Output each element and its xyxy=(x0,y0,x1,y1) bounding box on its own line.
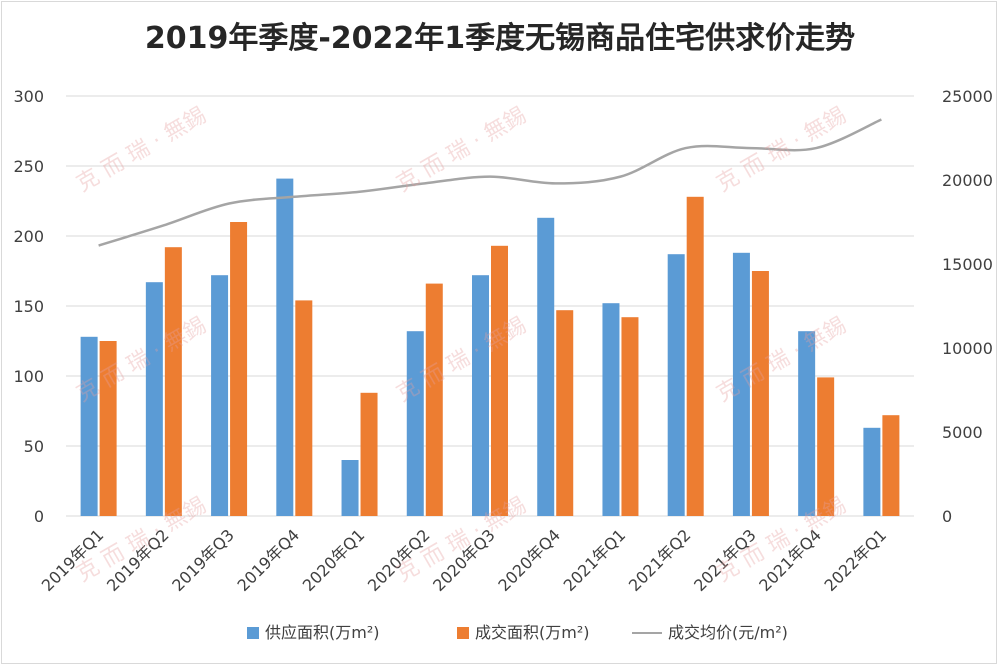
right-tick-label: 15000 xyxy=(942,255,993,274)
left-tick-label: 300 xyxy=(13,87,44,106)
bar-transaction xyxy=(882,415,900,516)
legend-label-1: 成交面积(万m²) xyxy=(475,623,590,642)
legend: 供应面积(万m²) 成交面积(万m²) 成交均价(元/m²) xyxy=(247,623,788,642)
price-line-path xyxy=(98,118,882,247)
category-label: 2022年Q1 xyxy=(821,525,891,595)
legend-swatch-1 xyxy=(457,627,469,639)
price-line xyxy=(98,118,882,247)
bar-transaction xyxy=(295,300,313,516)
bar-transaction xyxy=(686,196,704,517)
right-tick-label: 20000 xyxy=(942,171,993,190)
legend-label-0: 供应面积(万m²) xyxy=(265,623,380,642)
left-tick-label: 200 xyxy=(13,227,44,246)
left-tick-label: 100 xyxy=(13,367,44,386)
left-tick-label: 0 xyxy=(34,507,44,526)
category-label: 2021年Q1 xyxy=(560,525,630,595)
bar-transaction xyxy=(491,245,508,517)
watermark-text: 克 而 瑞 · 無錫 xyxy=(393,103,531,197)
bars xyxy=(80,178,900,517)
bar-supply xyxy=(145,282,163,516)
bar-transaction xyxy=(425,283,443,516)
left-tick-label: 50 xyxy=(24,437,44,456)
gridlines xyxy=(66,95,914,517)
watermark-text: 克 而 瑞 · 無錫 xyxy=(73,103,211,197)
right-tick-label: 25000 xyxy=(942,87,993,106)
category-label: 2020年Q4 xyxy=(494,525,564,595)
legend-label-2: 成交均价(元/m²) xyxy=(668,623,788,642)
category-label: 2021年Q2 xyxy=(625,525,695,595)
bar-transaction xyxy=(230,222,248,516)
bar-supply xyxy=(211,275,229,516)
bar-supply xyxy=(341,460,359,516)
bar-supply xyxy=(537,217,555,517)
right-tick-label: 0 xyxy=(942,507,952,526)
bar-transaction xyxy=(99,341,117,516)
bar-transaction xyxy=(556,310,574,516)
chart-title: 2019年季度-2022年1季度无锡商品住宅供求价走势 xyxy=(145,21,855,56)
bar-supply xyxy=(602,303,620,516)
left-tick-label: 150 xyxy=(13,297,44,316)
bar-transaction xyxy=(621,317,639,516)
bar-supply xyxy=(732,252,750,517)
bar-supply xyxy=(798,331,816,516)
right-tick-label: 10000 xyxy=(942,339,993,358)
category-label: 2019年Q3 xyxy=(168,525,238,595)
bar-transaction xyxy=(360,392,378,516)
bar-transaction xyxy=(817,377,835,516)
bar-supply xyxy=(276,178,294,516)
legend-swatch-0 xyxy=(247,627,259,639)
bar-transaction xyxy=(164,247,182,516)
right-tick-label: 5000 xyxy=(942,423,983,442)
left-tick-label: 250 xyxy=(13,157,44,176)
category-label: 2020年Q1 xyxy=(299,525,369,595)
watermark-text: 克 而 瑞 · 無錫 xyxy=(713,103,851,197)
bar-transaction xyxy=(751,271,769,516)
bar-supply xyxy=(472,275,489,516)
bar-supply xyxy=(667,254,685,516)
bar-supply xyxy=(863,427,881,516)
bar-supply xyxy=(80,336,98,516)
category-label: 2019年Q4 xyxy=(233,525,303,595)
bar-supply xyxy=(406,331,424,516)
